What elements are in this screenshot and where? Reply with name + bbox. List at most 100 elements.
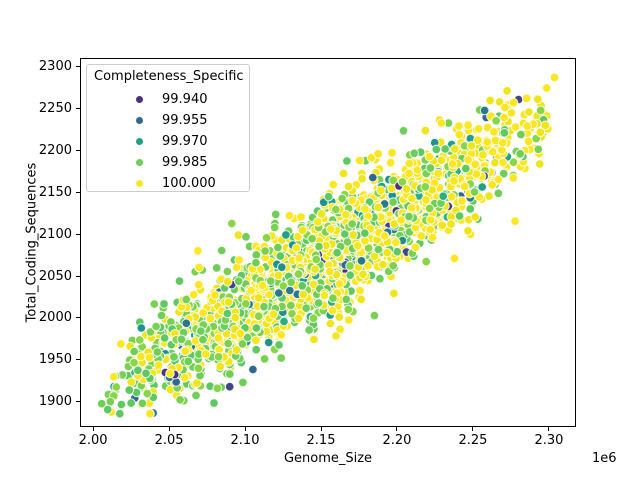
- scatter-point: [345, 261, 355, 271]
- scatter-point: [126, 398, 136, 408]
- scatter-point: [485, 95, 495, 106]
- y-tick-label: 2100: [38, 226, 72, 242]
- scatter-point: [235, 328, 246, 339]
- scatter-point: [437, 220, 448, 231]
- x-tick-label: 2.10: [230, 433, 260, 448]
- x-tick-label: 2.15: [306, 433, 336, 448]
- scatter-point: [369, 310, 380, 321]
- y-tick-label: 2200: [38, 142, 72, 158]
- scatter-point: [276, 353, 286, 363]
- scatter-point: [109, 372, 119, 382]
- scatter-point: [257, 280, 268, 291]
- scatter-point: [159, 299, 169, 309]
- x-tick-label: 2.30: [534, 433, 564, 448]
- x-axis-label: Genome_Size: [283, 451, 373, 466]
- scatter-point: [215, 361, 225, 372]
- scatter-point: [313, 298, 324, 308]
- y-axis-label: Total_Coding_Sequences: [24, 162, 40, 322]
- legend-item-label: 99.970: [162, 134, 208, 149]
- scatter-point: [278, 281, 289, 291]
- scatter-point: [446, 219, 456, 229]
- scatter-point: [498, 157, 508, 168]
- scatter-point: [145, 408, 155, 419]
- scatter-point: [516, 129, 526, 140]
- scatter-point: [96, 398, 107, 409]
- scatter-point: [482, 137, 493, 147]
- scatter-point: [222, 277, 233, 287]
- scatter-point: [246, 285, 256, 296]
- scatter-point: [105, 396, 116, 407]
- scatter-point: [401, 184, 412, 194]
- scatter-point: [142, 388, 153, 399]
- scatter-point: [484, 191, 494, 201]
- scatter-point: [463, 120, 473, 130]
- scatter-point: [427, 232, 438, 243]
- scatter-point: [454, 129, 465, 140]
- scatter-point: [326, 224, 336, 234]
- scatter-point: [354, 155, 365, 166]
- scatter-point: [470, 159, 481, 170]
- scatter-point: [425, 163, 436, 173]
- scatter-point: [115, 408, 125, 419]
- scatter-point: [466, 141, 477, 151]
- scatter-point: [535, 127, 546, 138]
- scatter-point: [196, 326, 206, 336]
- scatter-point: [259, 301, 269, 312]
- scatter-point: [261, 233, 272, 243]
- y-tick-label: 2150: [38, 184, 72, 200]
- scatter-point: [309, 334, 319, 345]
- scatter-point: [248, 364, 258, 375]
- y-tick-mark: [76, 317, 80, 319]
- scatter-point: [500, 102, 510, 113]
- legend-item-label: 99.985: [162, 155, 208, 170]
- scatter-point: [331, 331, 341, 341]
- scatter-point: [260, 246, 270, 256]
- y-tick-mark: [76, 233, 80, 235]
- scatter-point: [515, 149, 526, 159]
- y-tick-mark: [76, 65, 80, 67]
- scatter-point: [116, 399, 127, 410]
- scatter-point: [389, 288, 399, 299]
- legend: Completeness_Specific 99.940 99.955 99.970…: [86, 64, 250, 192]
- scatter-point: [297, 225, 308, 235]
- scatter-point: [356, 256, 367, 266]
- scatter-point: [230, 312, 241, 323]
- scatter-point: [294, 253, 304, 263]
- scatter-point: [253, 311, 264, 322]
- scatter-point: [510, 216, 520, 226]
- x-tick-label: 2.05: [154, 433, 184, 448]
- scatter-point: [355, 285, 365, 296]
- scatter-point: [259, 354, 270, 364]
- scatter-point: [479, 105, 490, 116]
- scatter-point: [398, 126, 409, 136]
- y-tick-mark: [76, 107, 80, 109]
- scatter-point: [490, 157, 500, 168]
- scatter-point: [404, 211, 414, 222]
- x-tick-mark: [244, 427, 246, 431]
- scatter-point: [535, 105, 546, 116]
- scatter-point: [460, 181, 470, 192]
- scatter-point: [420, 182, 431, 192]
- scatter-point: [498, 168, 509, 179]
- scatter-point: [534, 159, 545, 169]
- scatter-point: [310, 264, 320, 274]
- scatter-point: [376, 185, 386, 196]
- scatter-point: [360, 228, 370, 238]
- scatter-point: [180, 346, 191, 357]
- scatter-point: [224, 381, 235, 392]
- scatter-point: [149, 299, 160, 309]
- scatter-point: [126, 377, 137, 388]
- scatter-point: [416, 231, 427, 241]
- scatter-point: [222, 308, 233, 319]
- scatter-point: [488, 147, 498, 157]
- legend-rows: 99.940 99.955 99.970 99.985 100.000: [87, 89, 249, 194]
- scatter-point: [237, 339, 248, 349]
- scatter-point: [407, 193, 417, 204]
- scatter-point: [447, 159, 458, 169]
- legend-item-label: 100.000: [162, 176, 216, 191]
- scatter-point: [133, 365, 143, 376]
- x-tick-label: 2.00: [78, 433, 108, 448]
- scatter-point: [270, 209, 281, 220]
- scatter-point: [144, 352, 155, 363]
- scatter-point: [325, 318, 336, 329]
